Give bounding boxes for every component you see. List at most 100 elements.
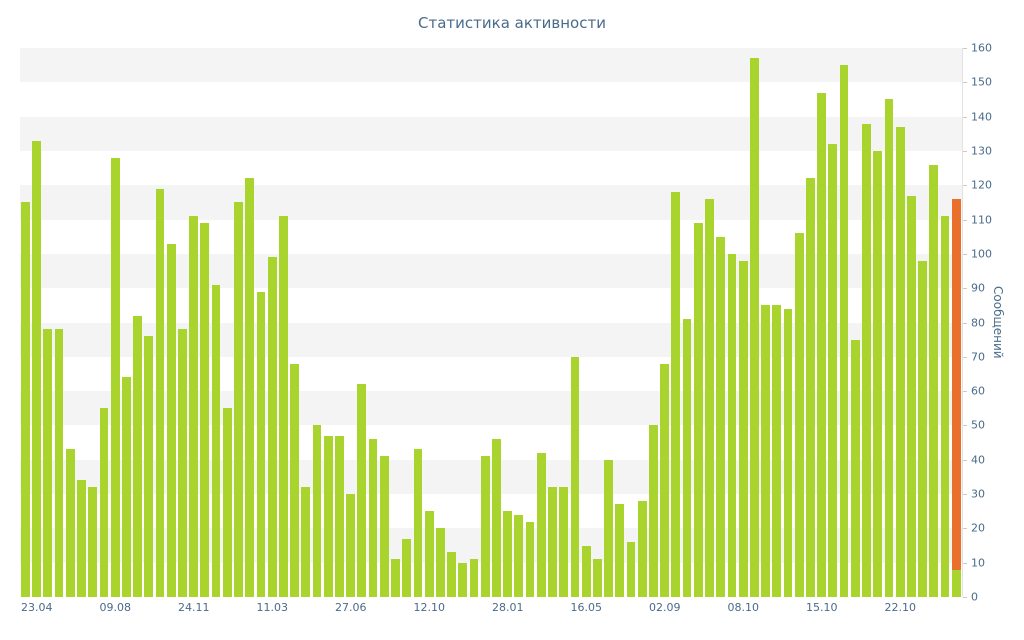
background-stripe [20,356,962,392]
bar [189,216,198,597]
bar [873,150,883,597]
bar [514,514,524,597]
y-tick-mark [963,459,967,461]
bar [940,216,950,597]
bar [480,456,490,597]
background-stripe [20,528,962,563]
y-tick-label: 160 [971,41,992,55]
y-tick-label: 100 [971,247,992,261]
bar [850,339,860,597]
bar [110,157,120,597]
x-tick-label: 28.01 [492,601,524,614]
background-stripe [20,185,962,220]
bar [929,164,939,597]
y-tick-mark [963,185,967,187]
y-tick-mark [963,253,967,255]
x-tick-label: 16.05 [570,601,603,614]
bar [581,545,591,597]
current-period-bar [951,198,961,597]
x-tick-label: 09.08 [99,601,132,614]
y-tick-mark [963,116,967,118]
bar [525,521,535,597]
bar [278,216,288,597]
current-period-actual-bar [951,569,961,597]
bar [447,552,456,597]
bar [604,459,613,597]
bar [705,198,714,597]
y-tick-mark [963,562,967,564]
bar [794,233,804,597]
bar [716,236,726,597]
y-tick-label: 150 [971,75,992,89]
y-tick-mark [963,391,967,393]
bar [234,202,243,597]
bar [862,123,871,597]
background-stripe [20,322,962,357]
bar [256,291,266,597]
bar [492,439,501,597]
bar [391,559,400,597]
background-stripe [20,425,962,460]
bar [211,284,221,597]
y-tick-mark [963,219,967,221]
background-stripe [20,253,962,289]
y-tick-mark [963,82,967,84]
y-tick-label: 30 [971,487,985,501]
y-tick-label: 110 [971,213,992,227]
bar [536,452,546,597]
bar [222,408,232,597]
background-stripe [20,562,962,597]
bar [54,329,64,597]
bar [133,315,142,597]
bar [693,223,703,597]
bar [649,425,658,597]
x-tick-label: 24.11 [178,601,210,614]
y-tick-label: 120 [971,178,992,192]
y-axis: 0 10 20 30 40 50 60 70 80 90 100 110 120 130 140 150 160 [962,42,1011,604]
bar [682,319,692,597]
bar [200,223,210,597]
bar [267,257,277,597]
bar [817,92,826,597]
background-stripe [20,494,962,529]
bar [435,528,445,597]
y-tick-mark [963,356,967,358]
background-stripe [20,48,962,83]
bar [548,487,557,597]
x-tick-label: 02.09 [649,601,681,614]
bar [32,140,41,597]
bar [503,511,512,597]
bar [918,260,927,597]
bar [88,487,98,597]
bar [402,538,412,597]
y-tick-label: 50 [971,418,985,432]
y-tick-label: 90 [971,281,985,295]
x-tick-label: 11.03 [256,601,289,614]
background-stripe [20,219,962,254]
bar [458,562,468,597]
y-tick-label: 40 [971,453,985,467]
background-stripe [20,391,962,426]
bar [312,425,322,597]
bar [660,363,669,597]
bar [301,487,311,597]
x-tick-label: 23.04 [21,601,53,614]
bar [245,178,255,597]
y-tick-mark [963,288,967,290]
background-stripe [20,150,962,186]
bar [424,511,434,597]
bar [357,384,367,597]
y-tick-label: 130 [971,144,992,158]
bar [99,408,109,597]
y-tick-mark [963,150,967,152]
y-tick-mark [963,528,967,530]
bar [783,308,793,597]
bar [77,480,86,597]
y-tick-label: 70 [971,350,985,364]
plot-area [20,48,962,597]
x-tick-label: 15.10 [806,601,838,614]
bar [727,253,737,597]
bar [806,178,815,597]
background-stripe [20,288,962,323]
y-axis-title: Сообщений [991,286,1005,359]
